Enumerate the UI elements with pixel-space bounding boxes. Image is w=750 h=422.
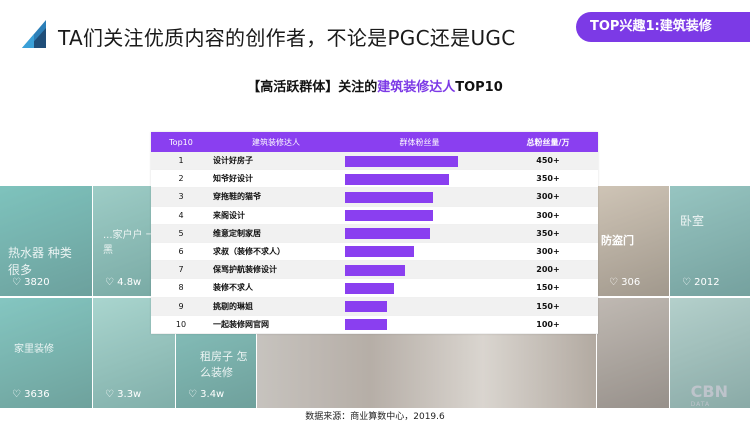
thumbnail (597, 298, 669, 408)
thumbnail: 热水器 种类很多 ♡ 3820 (0, 186, 92, 296)
creator-name: 装修不求人 (213, 283, 253, 293)
creator-name: 穿拖鞋的猫爷 (213, 192, 261, 202)
group-fans-cell (341, 243, 498, 260)
total-fans-cell: 350+ (536, 174, 560, 184)
table-row: 7 保骂护航装修设计 200+ (151, 261, 598, 280)
table-row: 3 穿拖鞋的猫爷 300+ (151, 188, 598, 207)
header-total-fans: 总粉丝量/万 (526, 137, 570, 147)
table-row: 2 知爷好设计 350+ (151, 170, 598, 189)
table-row: 5 维意定制家居 350+ (151, 224, 598, 243)
group-fans-bar (345, 210, 433, 222)
watermark: CBN DATA (690, 382, 728, 408)
rank-cell: 8 (178, 283, 184, 293)
table-row: 10 一起装修网官网 100+ (151, 315, 598, 334)
page-title: TA们关注优质内容的创作者，不论是PGC还是UGC (58, 26, 516, 50)
interest-tag: TOP兴趣1:建筑装修 (576, 12, 750, 42)
group-fans-cell (341, 152, 498, 169)
group-fans-bar (345, 301, 387, 312)
group-fans-cell (341, 279, 498, 296)
subtitle-prefix: 【高活跃群体】关注的 (247, 80, 378, 95)
thumbnail (670, 298, 750, 408)
table-header: Top10 建筑装修达人 群体粉丝量 总粉丝量/万 (151, 132, 598, 152)
table-row: 8 装修不求人 150+ (151, 279, 598, 298)
view-count: ♡ 306 (609, 277, 641, 288)
thumbnail-caption: ...家户户 一小黑 (103, 230, 166, 256)
rank-cell: 10 (175, 319, 187, 329)
rank-cell: 2 (178, 174, 184, 184)
view-count: ♡ 3636 (12, 389, 50, 400)
total-fans-cell: 100+ (536, 319, 560, 329)
thumbnail: 家里装修 ♡ 3636 (0, 298, 92, 408)
total-fans-cell: 150+ (536, 283, 560, 293)
group-fans-bar (345, 191, 433, 203)
total-fans-cell: 200+ (536, 265, 560, 275)
table-row: 4 来阁设计 300+ (151, 206, 598, 225)
group-fans-bar (345, 264, 405, 276)
group-fans-bar (345, 319, 387, 331)
group-fans-cell (341, 298, 498, 315)
view-count: ♡ 4.8w (105, 277, 142, 288)
thumbnail-caption: 防盗门 (601, 234, 634, 247)
group-fans-bar (345, 228, 430, 240)
creator-name: 知爷好设计 (213, 174, 253, 184)
creator-name: 维意定制家居 (213, 228, 261, 238)
view-count: ♡ 3820 (12, 277, 50, 288)
chart-subtitle: 【高活跃群体】关注的建筑装修达人TOP10 (0, 76, 750, 95)
creator-name: 求叔（装修不求人） (213, 247, 285, 257)
table-row: 1 设计好房子 450+ (151, 152, 598, 171)
group-fans-cell (341, 188, 498, 205)
subtitle-highlight: 建筑装修达人 (377, 80, 456, 95)
header-group-fans: 群体粉丝量 (399, 137, 440, 147)
total-fans-cell: 300+ (536, 192, 560, 202)
rank-cell: 7 (178, 265, 184, 275)
creator-name: 保骂护航装修设计 (213, 265, 277, 275)
total-fans-cell: 450+ (536, 156, 560, 166)
thumbnail-caption: 家里装修 (14, 344, 54, 355)
thumbnail-caption: 租房子 怎么装修 (200, 350, 248, 379)
group-fans-cell (341, 316, 498, 333)
group-fans-cell (341, 170, 498, 187)
group-fans-bar (345, 173, 450, 185)
group-fans-cell (341, 261, 498, 278)
creator-name: 一起装修网官网 (213, 319, 269, 329)
rank-cell: 9 (178, 301, 184, 311)
header-rank: Top10 (169, 137, 193, 147)
table-row: 9 挑剔的琳姐 150+ (151, 297, 598, 316)
thumbnail-caption: 热水器 种类很多 (8, 246, 72, 277)
rank-cell: 3 (178, 192, 184, 202)
subtitle-suffix: TOP10 (455, 80, 503, 95)
view-count: ♡ 2012 (682, 277, 720, 288)
group-fans-bar (345, 246, 414, 258)
thumbnail: 卧室 ♡ 2012 (670, 186, 750, 296)
rank-cell: 5 (178, 228, 184, 238)
creator-name: 来阁设计 (213, 210, 245, 220)
total-fans-cell: 150+ (536, 301, 560, 311)
table-row: 6 求叔（装修不求人） 300+ (151, 242, 598, 262)
group-fans-bar (345, 155, 459, 167)
thumbnail-caption: 卧室 (680, 214, 705, 228)
data-source: 数据来源：商业算数中心，2019.6 (305, 412, 445, 422)
header-creator: 建筑装修达人 (252, 137, 300, 147)
group-fans-bar (345, 282, 395, 294)
total-fans-cell: 350+ (536, 228, 560, 238)
ranking-table: Top10 建筑装修达人 群体粉丝量 总粉丝量/万 1 设计好房子 450+ 2 知爷好… (151, 132, 598, 334)
rank-cell: 1 (178, 156, 184, 166)
total-fans-cell: 300+ (536, 247, 560, 257)
rank-cell: 4 (178, 210, 184, 220)
creator-name: 挑剔的琳姐 (213, 301, 253, 311)
table-body: 1 设计好房子 450+ 2 知爷好设计 350+ 3 穿拖鞋的猫爷 300+ 4 来阁设计 300+… (151, 152, 598, 334)
logo-icon (22, 20, 46, 48)
group-fans-cell (341, 207, 498, 224)
total-fans-cell: 300+ (536, 210, 560, 220)
creator-name: 设计好房子 (213, 156, 253, 166)
thumbnail: 防盗门 ♡ 306 (597, 186, 669, 296)
rank-cell: 6 (178, 247, 184, 257)
view-count: ♡ 3.4w (188, 389, 225, 400)
view-count: ♡ 3.3w (105, 389, 142, 400)
group-fans-cell (341, 225, 498, 242)
